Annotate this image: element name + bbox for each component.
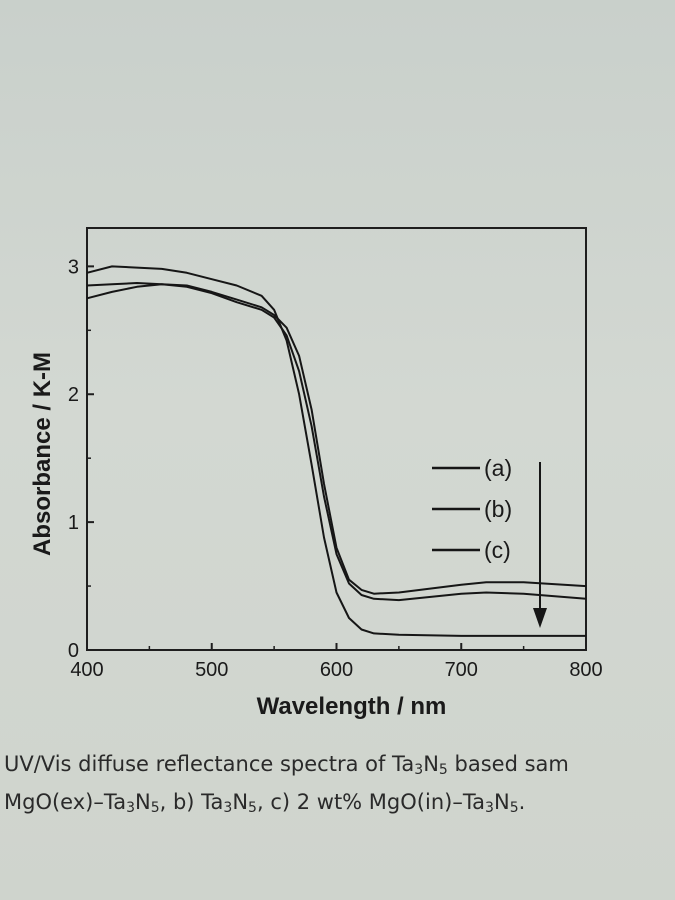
legend-label: (b) xyxy=(484,496,512,522)
x-tick-label: 400 xyxy=(70,659,103,681)
series-group xyxy=(86,265,587,637)
legend-label: (a) xyxy=(484,455,512,481)
caption-subscript: 5 xyxy=(509,800,519,816)
caption-text: , b) Ta xyxy=(159,790,224,814)
caption-text: , c) 2 wt% MgO(in)–Ta xyxy=(256,790,486,814)
caption-subscript: 3 xyxy=(414,762,424,778)
figure-caption-line-2: MgO(ex)–Ta3N5, b) Ta3N5, c) 2 wt% MgO(in… xyxy=(4,790,672,816)
caption-text: UV/Vis diffuse reflectance spectra of Ta xyxy=(4,752,415,776)
figure-caption-line-1: UV/Vis diffuse reflectance spectra of Ta… xyxy=(4,752,672,778)
x-tick-label: 800 xyxy=(569,659,602,681)
caption-text: . xyxy=(518,790,526,814)
series-line-a xyxy=(86,283,587,595)
x-axis-label: Wavelength / nm xyxy=(257,693,447,720)
caption-subscript: 3 xyxy=(485,800,494,816)
caption-text: N xyxy=(232,790,249,814)
absorbance-chart: 400 500 600 700 800 0 1 2 3 (a) (b) (c) Wavelength… xyxy=(29,227,603,720)
x-tick-label: 600 xyxy=(320,659,353,681)
x-tick-label: 500 xyxy=(195,659,228,681)
caption-text: N xyxy=(423,752,439,776)
y-tick-label: 3 xyxy=(68,256,79,278)
y-tick-label: 0 xyxy=(68,640,79,662)
caption-text: N xyxy=(493,790,510,814)
caption-text: MgO(ex)–Ta xyxy=(4,790,127,814)
trend-arrow-head xyxy=(533,608,547,628)
series-line-c xyxy=(86,265,586,637)
caption-text: N xyxy=(134,790,151,814)
series-line-b xyxy=(86,282,587,602)
caption-subscript: 5 xyxy=(150,800,160,816)
legend: (a) (b) (c) xyxy=(432,455,512,563)
caption-subscript: 5 xyxy=(438,762,448,778)
x-tick-label: 700 xyxy=(445,659,478,681)
caption-subscript: 5 xyxy=(248,800,257,816)
caption-text: based sam xyxy=(447,752,569,776)
caption-subscript: 3 xyxy=(126,800,135,816)
y-tick-label: 2 xyxy=(68,384,79,406)
y-tick-label: 1 xyxy=(68,512,79,534)
legend-label: (c) xyxy=(484,537,511,563)
axis-ticks: 400 500 600 700 800 0 1 2 3 xyxy=(68,256,603,681)
y-axis-label: Absorbance / K-M xyxy=(29,352,56,556)
caption-subscript: 3 xyxy=(223,800,233,816)
trend-arrow xyxy=(533,462,547,628)
plot-frame xyxy=(86,227,587,651)
